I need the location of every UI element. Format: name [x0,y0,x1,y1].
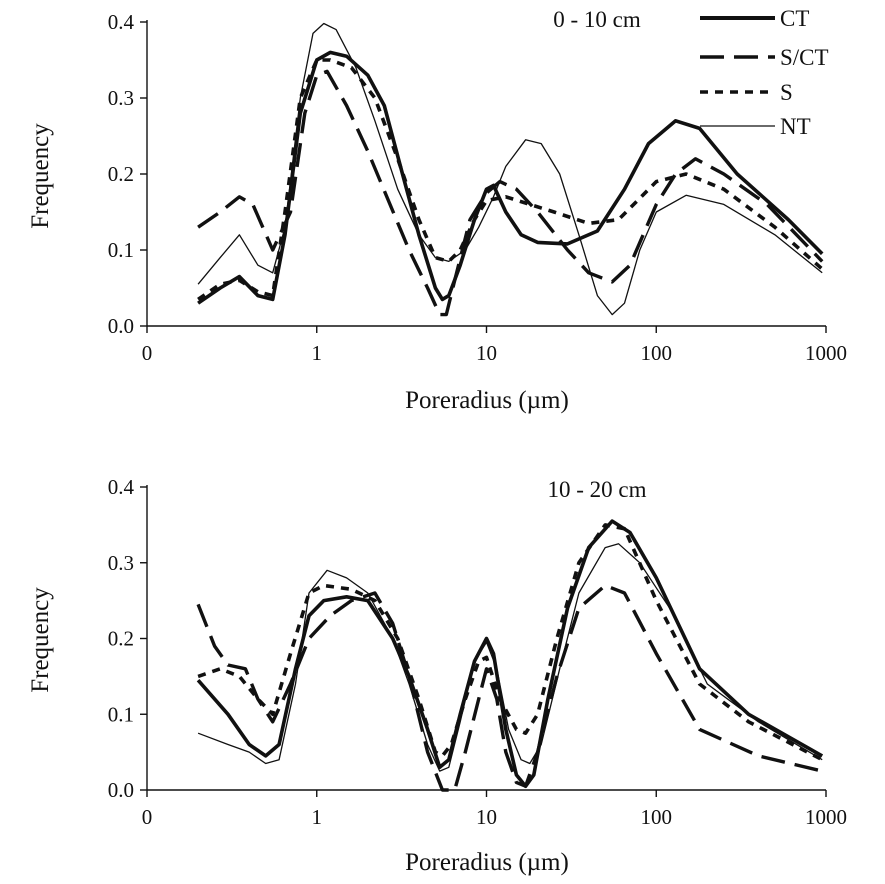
panel-top: 0.0 0.1 0.2 0.3 0.4 0 1 10 100 1000 0 - 10 cm Por… [27,7,847,414]
legend-label-ct: CT [780,6,809,31]
y-axis-label: Frequency [27,123,54,229]
x-tick-label: 1 [312,341,323,365]
x-tick-label: 100 [641,805,673,829]
legend-entry-s: S [700,80,793,105]
y-tick-label: 0.1 [108,702,134,726]
legend-entry-ct: CT [700,6,809,31]
series-line-ct [196,519,824,788]
panel-title: 0 - 10 cm [553,7,641,32]
y-tick-label: 0.2 [108,162,134,186]
legend-label-sct: S/CT [780,45,829,70]
x-tick-label: 10 [476,805,497,829]
series-line-s [197,523,824,762]
series-line-nt [197,543,823,772]
series-group [196,519,824,792]
y-tick-label: 0.3 [108,551,134,575]
y-tick-label: 0.3 [108,86,134,110]
series-line-s-ct [196,583,823,792]
series-line-s-ct [197,69,824,317]
x-tick-label: 1 [312,805,323,829]
x-tick-label: 0 [142,341,153,365]
series-line-nt [197,22,823,316]
y-tick-label: 0.4 [108,10,135,34]
x-tick-label: 100 [641,341,673,365]
panel-title: 10 - 20 cm [547,477,646,502]
y-tick-label: 0.0 [108,778,134,802]
x-tick-label: 10 [476,341,497,365]
legend: CT S/CT S NT [700,6,829,139]
legend-label-nt: NT [780,114,811,139]
legend-entry-sct: S/CT [700,45,829,70]
x-axis-label: Poreradius (µm) [405,849,569,876]
x-tick-label: 1000 [805,341,847,365]
series-group [197,22,824,317]
legend-entry-nt: NT [700,114,811,139]
axes-group: 0.0 0.1 0.2 0.3 0.4 0 1 10 100 1000 [108,475,847,829]
series-line-ct [197,50,824,305]
x-axis-label: Poreradius (µm) [405,387,569,414]
y-tick-label: 0.1 [108,238,134,262]
y-tick-label: 0.0 [108,314,134,338]
y-tick-label: 0.4 [108,475,135,499]
x-tick-label: 1000 [805,805,847,829]
y-tick-label: 0.2 [108,627,134,651]
axes-group: 0.0 0.1 0.2 0.3 0.4 0 1 10 100 1000 [108,10,847,365]
legend-label-s: S [780,80,793,105]
panel-bottom: 0.0 0.1 0.2 0.3 0.4 0 1 10 100 1000 10 - 20 cm Po… [27,475,847,876]
y-axis-label: Frequency [27,587,54,693]
x-tick-label: 0 [142,805,153,829]
